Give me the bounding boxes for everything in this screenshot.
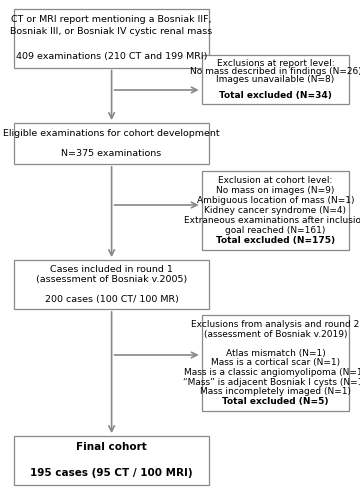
Text: Mass incompletely imaged (N=1): Mass incompletely imaged (N=1) xyxy=(200,387,351,396)
Text: No mass on images (N=9): No mass on images (N=9) xyxy=(216,186,334,196)
Text: “Mass” is adjacent Bosniak I cysts (N=1): “Mass” is adjacent Bosniak I cysts (N=1) xyxy=(184,378,360,386)
Text: Cases included in round 1: Cases included in round 1 xyxy=(50,266,173,274)
Text: Exclusion at cohort level:: Exclusion at cohort level: xyxy=(218,176,333,186)
Text: Exclusions from analysis and round 2: Exclusions from analysis and round 2 xyxy=(191,320,360,330)
Text: 409 examinations (210 CT and 199 MRI): 409 examinations (210 CT and 199 MRI) xyxy=(16,52,207,61)
FancyBboxPatch shape xyxy=(14,260,209,309)
FancyBboxPatch shape xyxy=(14,123,209,164)
Text: N=375 examinations: N=375 examinations xyxy=(62,150,162,158)
Text: 195 cases (95 CT / 100 MRI): 195 cases (95 CT / 100 MRI) xyxy=(30,468,193,478)
FancyBboxPatch shape xyxy=(14,8,209,68)
Text: Extraneous examinations after inclusion: Extraneous examinations after inclusion xyxy=(184,216,360,225)
Text: (assessment of Bosniak v.2019): (assessment of Bosniak v.2019) xyxy=(204,330,347,339)
Text: Bosniak III, or Bosniak IV cystic renal mass: Bosniak III, or Bosniak IV cystic renal … xyxy=(10,28,213,36)
Text: No mass described in findings (N=26): No mass described in findings (N=26) xyxy=(189,67,360,76)
Text: Kidney cancer syndrome (N=4): Kidney cancer syndrome (N=4) xyxy=(204,206,346,215)
Text: 200 cases (100 CT/ 100 MR): 200 cases (100 CT/ 100 MR) xyxy=(45,294,179,304)
Text: Total excluded (N=34): Total excluded (N=34) xyxy=(219,90,332,100)
Text: Mass is a classic angiomyolipoma (N=1): Mass is a classic angiomyolipoma (N=1) xyxy=(184,368,360,377)
Text: (assessment of Bosniak v.2005): (assessment of Bosniak v.2005) xyxy=(36,275,187,284)
Text: CT or MRI report mentioning a Bosniak IIF,: CT or MRI report mentioning a Bosniak II… xyxy=(12,15,212,24)
Text: Final cohort: Final cohort xyxy=(76,442,147,452)
Text: Exclusions at report level:: Exclusions at report level: xyxy=(217,60,334,68)
Text: Total excluded (N=175): Total excluded (N=175) xyxy=(216,236,335,244)
Text: Ambiguous location of mass (N=1): Ambiguous location of mass (N=1) xyxy=(197,196,354,205)
FancyBboxPatch shape xyxy=(202,55,349,104)
Text: Total excluded (N=5): Total excluded (N=5) xyxy=(222,396,329,406)
FancyBboxPatch shape xyxy=(14,436,209,485)
FancyBboxPatch shape xyxy=(202,315,349,411)
Text: goal reached (N=161): goal reached (N=161) xyxy=(225,226,325,234)
Text: Eligible examinations for cohort development: Eligible examinations for cohort develop… xyxy=(3,128,220,138)
Text: Images unavailable (N=8): Images unavailable (N=8) xyxy=(216,75,334,84)
Text: Atlas mismatch (N=1): Atlas mismatch (N=1) xyxy=(225,349,325,358)
FancyBboxPatch shape xyxy=(202,171,349,250)
Text: Mass is a cortical scar (N=1): Mass is a cortical scar (N=1) xyxy=(211,358,340,368)
